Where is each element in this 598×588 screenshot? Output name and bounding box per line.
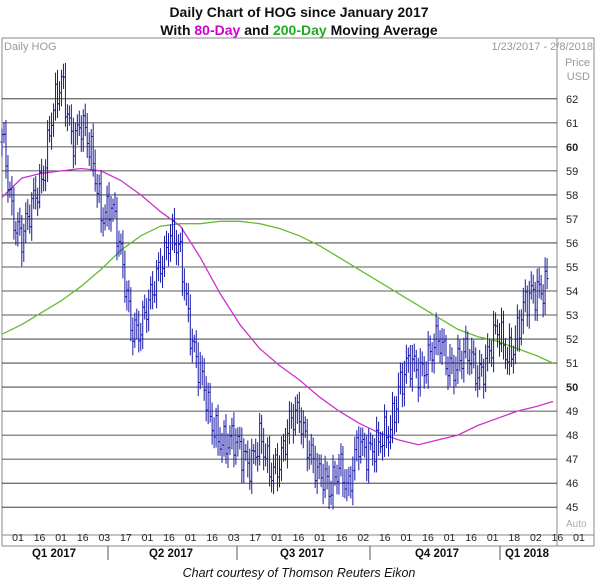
date-range-label: 1/23/2017 - 2/8/2018 — [491, 41, 593, 53]
subtitle-mid: and — [240, 22, 273, 38]
x-tick-label: 16 — [293, 532, 305, 544]
x-tick-label: 01 — [271, 532, 283, 544]
currency-label: USD — [567, 71, 590, 83]
x-tick-label: 02 — [357, 532, 369, 544]
y-tick-label: 56 — [566, 238, 578, 250]
y-tick-label: 61 — [566, 118, 578, 130]
x-tick-label: 01 — [444, 532, 456, 544]
quarter-label: Q1 2017 — [32, 548, 76, 560]
quarter-label: Q4 2017 — [415, 548, 459, 560]
y-tick-label: 52 — [566, 334, 578, 346]
x-tick-label: 03 — [228, 532, 240, 544]
grid-layer — [1, 37, 595, 547]
subtitle-ma200: 200-Day — [272, 22, 327, 38]
x-tick-label: 16 — [465, 532, 477, 544]
x-tick-label: 01 — [401, 532, 413, 544]
y-tick-label: 46 — [566, 478, 578, 490]
x-tick-label: 17 — [120, 532, 132, 544]
x-tick-label: 16 — [552, 532, 564, 544]
x-tick-label: 16 — [422, 532, 434, 544]
ma200-layer — [1, 220, 554, 364]
subtitle-suffix: Moving Average — [326, 22, 438, 38]
y-tick-label: 54 — [566, 286, 578, 298]
x-tick-label: 16 — [34, 532, 46, 544]
y-tick-label: 53 — [566, 310, 578, 322]
y-tick-label: 59 — [566, 166, 578, 178]
y-tick-label: 62 — [566, 94, 578, 106]
x-tick-label: 17 — [250, 532, 262, 544]
quarter-label: Q1 2018 — [505, 548, 550, 560]
y-tick-label: 60 — [566, 142, 578, 154]
x-tick-label: 01 — [142, 532, 154, 544]
subtitle-ma80: 80-Day — [194, 22, 241, 38]
y-tick-label: 50 — [566, 382, 578, 394]
auto-label: Auto — [566, 519, 587, 530]
quarter-label: Q2 2017 — [149, 548, 193, 560]
ma80-layer — [1, 167, 554, 446]
x-tick-label: 01 — [487, 532, 499, 544]
y-tick-label: 57 — [566, 214, 578, 226]
ma80-line — [1, 167, 554, 446]
y-tick-label: 45 — [566, 502, 578, 514]
x-tick-label: 16 — [77, 532, 89, 544]
y-tick-label: 48 — [566, 430, 578, 442]
chart-frame — [1, 37, 595, 547]
x-tick-label: 01 — [12, 532, 24, 544]
chart-caption: Chart courtesy of Thomson Reuters Eikon — [182, 566, 416, 580]
x-tick-label: 16 — [163, 532, 175, 544]
x-tick-label: 01 — [314, 532, 326, 544]
quarter-label: Q3 2017 — [280, 548, 324, 560]
x-tick-label: 01 — [573, 532, 585, 544]
symbol-label: Daily HOG — [4, 41, 57, 53]
chart-title: Daily Chart of HOG since January 2017 — [169, 4, 429, 20]
x-tick-label: 01 — [55, 532, 67, 544]
ma200-line — [1, 220, 554, 364]
y-tick-label: 47 — [566, 454, 578, 466]
y-tick-label: 51 — [566, 358, 578, 370]
x-tick-label: 16 — [206, 532, 218, 544]
chart-subtitle: With 80-Day and 200-Day Moving Average — [0, 22, 598, 38]
bars-layer — [0, 62, 549, 510]
price-chart: Daily HOG 1/23/2017 - 2/8/2018 Price USD 45 4… — [0, 37, 595, 560]
x-tick-label: 16 — [336, 532, 348, 544]
y-tick-label: 58 — [566, 190, 578, 202]
subtitle-prefix: With — [160, 22, 195, 38]
x-tick-label: 16 — [379, 532, 391, 544]
x-tick-label: 03 — [98, 532, 110, 544]
x-tick-label: 01 — [185, 532, 197, 544]
price-label: Price — [565, 57, 590, 69]
axis-layer: Daily HOG 1/23/2017 - 2/8/2018 Price USD 45 4… — [4, 41, 593, 560]
y-tick-label: 55 — [566, 262, 578, 274]
y-tick-label: 49 — [566, 406, 578, 418]
x-tick-label: 18 — [508, 532, 520, 544]
x-tick-label: 02 — [530, 532, 542, 544]
